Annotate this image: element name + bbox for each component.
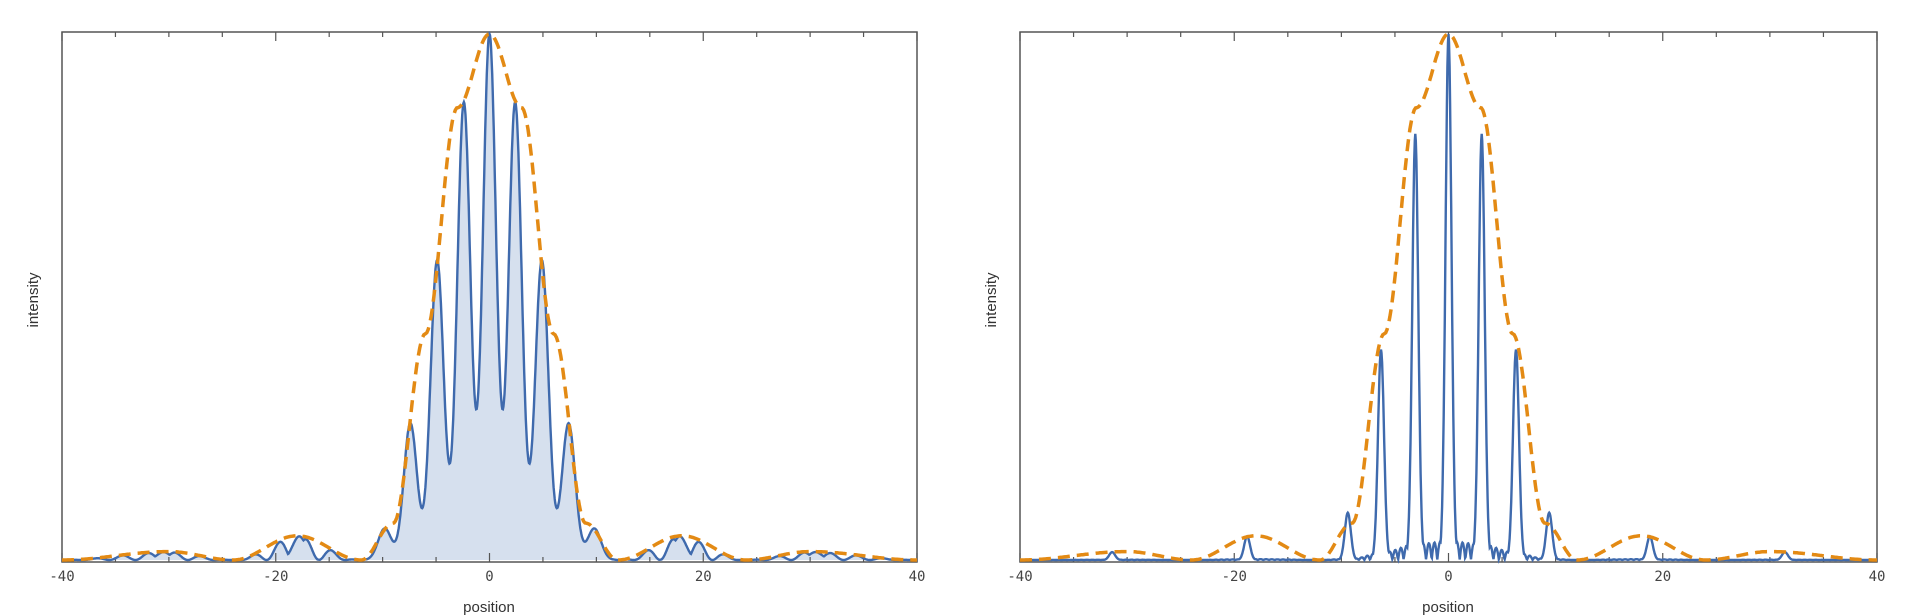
right-plot-frame: [1019, 31, 1878, 563]
left-chart-panel: -40 -20 0 20 40 intensity position: [25, 30, 925, 616]
right-x-axis-label: position: [1422, 599, 1474, 616]
left-x-ticks: [61, 32, 918, 562]
x-tick-label: 20: [1654, 569, 1671, 585]
x-tick-label: -40: [1007, 569, 1032, 585]
envelope-dashed-line: [1020, 32, 1877, 562]
right-chart-panel: -40 -20 0 20 40 intensity position: [983, 31, 1885, 616]
x-tick-label: -40: [49, 569, 74, 585]
intensity-area-fill: [62, 34, 917, 560]
x-tick-label: -20: [1222, 569, 1247, 585]
right-x-tick-labels: -40 -20 0 20 40: [1007, 569, 1885, 585]
x-tick-label: 40: [1869, 569, 1886, 585]
right-y-axis-label: intensity: [983, 272, 1000, 328]
x-tick-label: 0: [1444, 569, 1452, 585]
left-x-tick-labels: -40 -20 0 20 40: [49, 569, 925, 585]
envelope-dashed-line: [62, 32, 917, 562]
left-y-axis-label: intensity: [25, 272, 42, 328]
left-x-axis-label: position: [463, 599, 515, 616]
intensity-line: [1020, 33, 1877, 564]
x-tick-label: -20: [263, 569, 288, 585]
x-tick-label: 40: [909, 569, 926, 585]
x-tick-label: 20: [695, 569, 712, 585]
left-series: [62, 30, 917, 562]
x-tick-label: 0: [485, 569, 493, 585]
left-intensity-fill: [62, 34, 917, 560]
right-x-ticks: [1019, 32, 1878, 562]
right-series: [1020, 32, 1877, 564]
